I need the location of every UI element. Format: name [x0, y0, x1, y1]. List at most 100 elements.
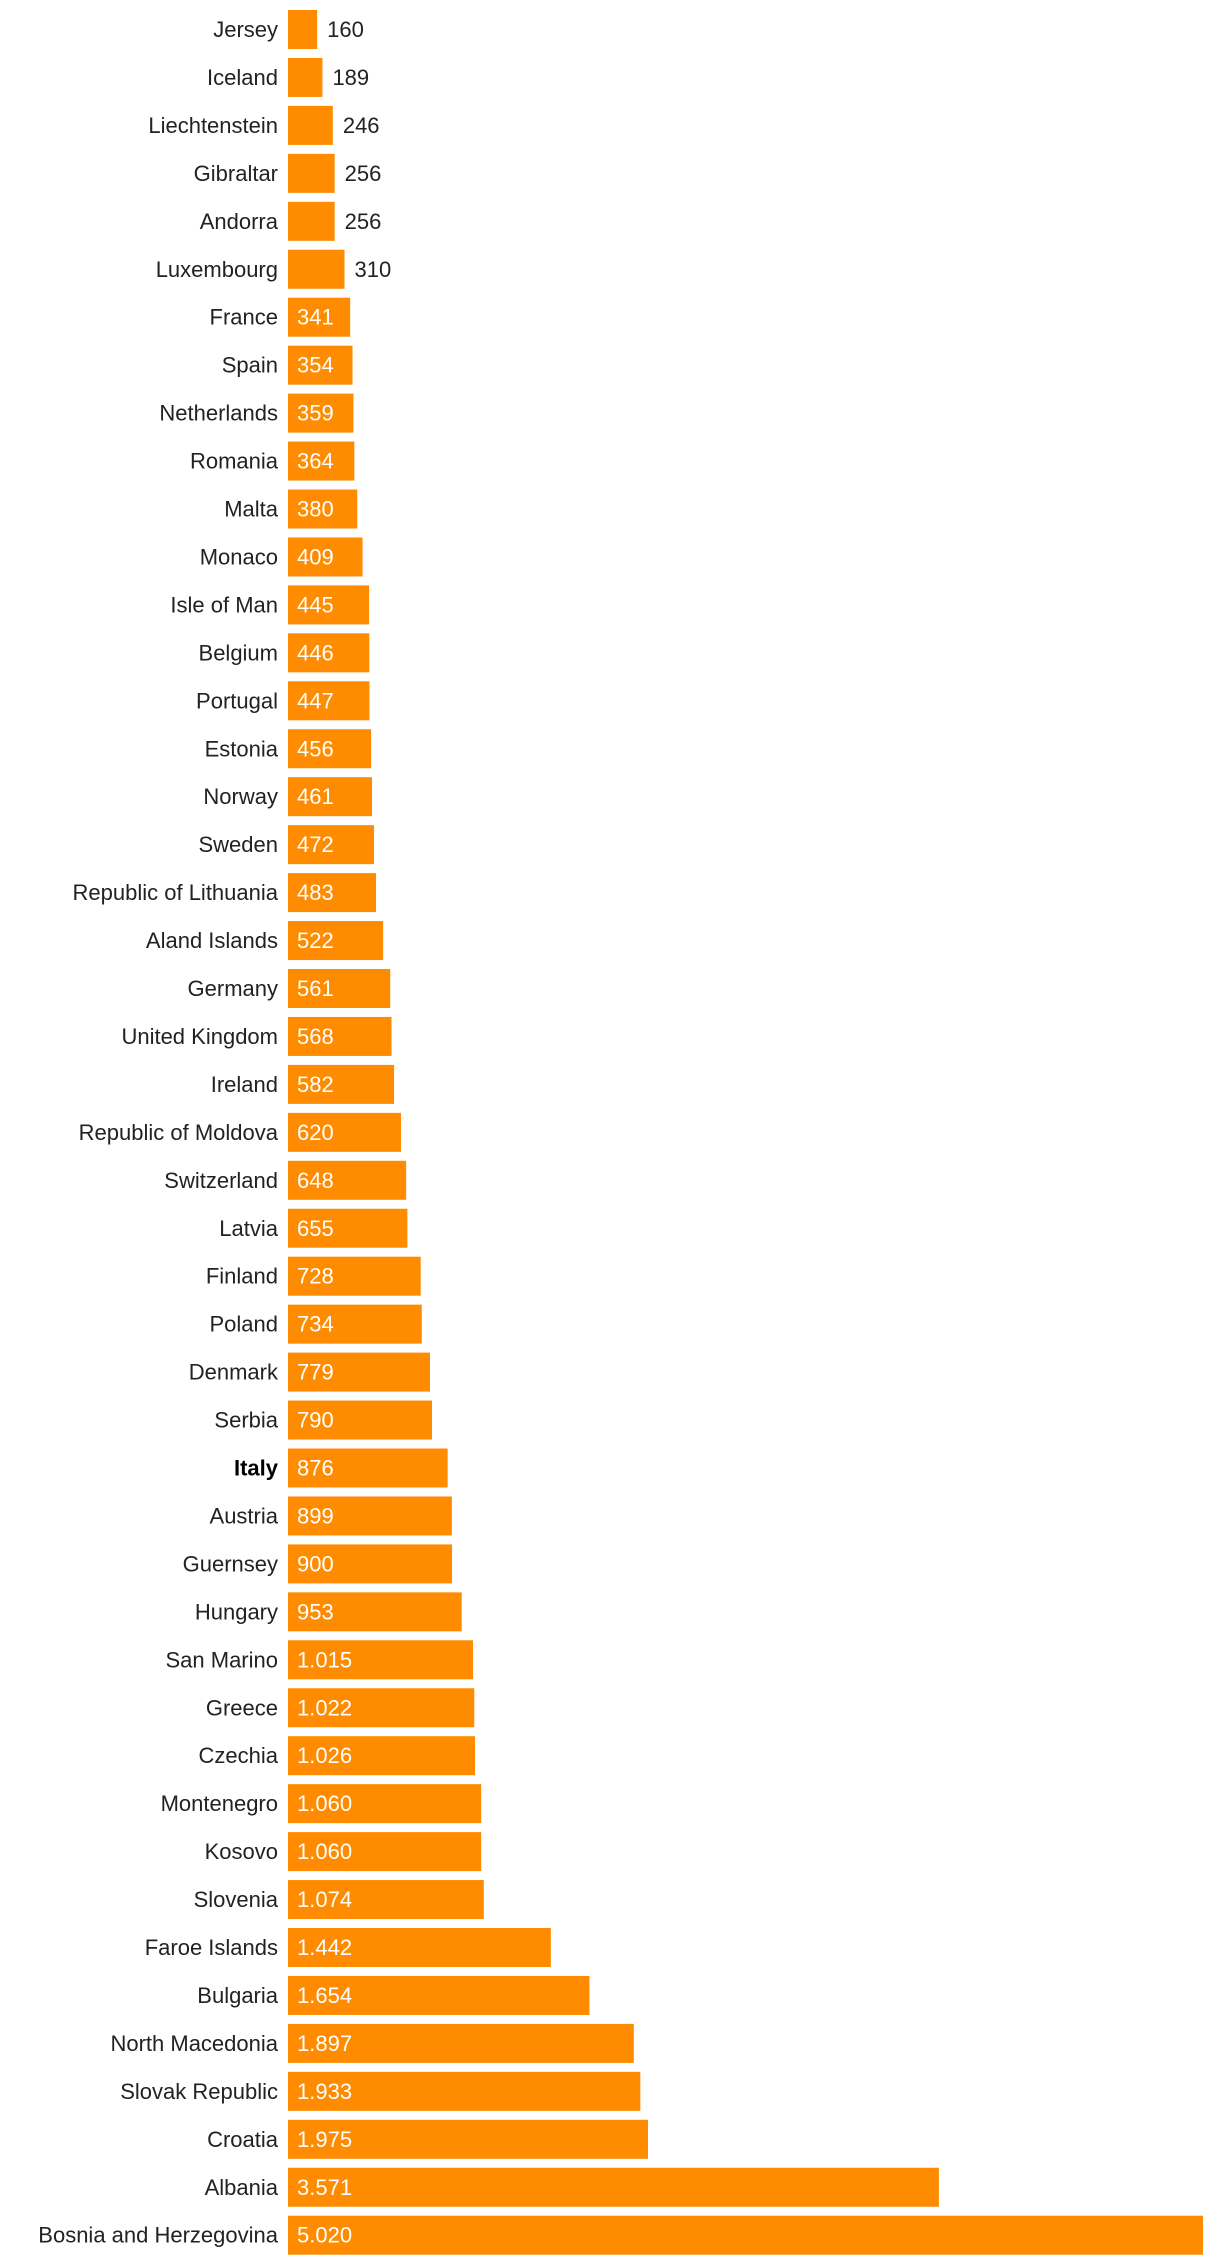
value-label-andorra: 256: [345, 209, 382, 234]
bar-croatia: [288, 2119, 648, 2159]
value-label-gibraltar: 256: [345, 161, 382, 186]
category-label-albania: Albania: [205, 2175, 279, 2200]
value-label-italy: 876: [297, 1456, 334, 1481]
value-label-montenegro: 1.060: [297, 1791, 352, 1816]
category-label-isle-of-man: Isle of Man: [170, 592, 278, 617]
category-label-denmark: Denmark: [189, 1360, 279, 1385]
value-label-germany: 561: [297, 976, 334, 1001]
category-label-spain: Spain: [222, 353, 278, 378]
bar-jersey: [288, 10, 318, 49]
category-label-kosovo: Kosovo: [205, 1839, 278, 1864]
category-label-serbia: Serbia: [214, 1408, 278, 1433]
bar-malta: [288, 489, 358, 529]
category-label-gibraltar: Gibraltar: [194, 161, 278, 186]
bar-andorra: [288, 201, 335, 241]
bar-liechtenstein: [288, 105, 333, 145]
category-label-united-kingdom: United Kingdom: [121, 1024, 278, 1049]
value-label-slovak-republic: 1.933: [297, 2079, 352, 2104]
bar-romania: [288, 441, 355, 481]
category-label-belgium: Belgium: [199, 640, 278, 665]
bar-finland: [288, 1256, 421, 1296]
category-label-republic-of-lithuania: Republic of Lithuania: [73, 880, 279, 905]
category-label-faroe-islands: Faroe Islands: [145, 1935, 278, 1960]
category-label-liechtenstein: Liechtenstein: [148, 113, 278, 138]
category-label-austria: Austria: [210, 1503, 279, 1528]
bar-slovak-republic: [288, 2071, 641, 2111]
bar-faroe-islands: [288, 1928, 551, 1967]
category-label-greece: Greece: [206, 1695, 278, 1720]
bar-united-kingdom: [288, 1016, 392, 1056]
bar-republic-of-lithuania: [288, 873, 377, 913]
category-label-monaco: Monaco: [200, 544, 278, 569]
category-label-portugal: Portugal: [196, 688, 278, 713]
category-label-czechia: Czechia: [199, 1743, 279, 1768]
value-label-spain: 354: [297, 353, 334, 378]
category-label-iceland: Iceland: [207, 65, 278, 90]
value-label-hungary: 953: [297, 1599, 334, 1624]
value-label-iceland: 189: [332, 65, 369, 90]
category-label-finland: Finland: [206, 1264, 278, 1289]
value-label-liechtenstein: 246: [343, 113, 380, 138]
category-label-guernsey: Guernsey: [183, 1551, 278, 1576]
value-label-guernsey: 900: [297, 1551, 334, 1576]
bar-serbia: [288, 1400, 432, 1440]
bar-slovenia: [288, 1880, 484, 1920]
category-label-aland-islands: Aland Islands: [146, 928, 278, 953]
value-label-belgium: 446: [297, 640, 334, 665]
value-label-greece: 1.022: [297, 1695, 352, 1720]
bar-greece: [288, 1688, 475, 1728]
value-label-portugal: 447: [297, 688, 334, 713]
category-label-romania: Romania: [190, 449, 279, 474]
value-label-monaco: 409: [297, 544, 334, 569]
value-label-switzerland: 648: [297, 1168, 334, 1193]
bar-hungary: [288, 1592, 462, 1632]
category-label-netherlands: Netherlands: [159, 401, 278, 426]
value-label-finland: 728: [297, 1264, 334, 1289]
value-label-latvia: 655: [297, 1216, 334, 1241]
category-label-jersey: Jersey: [213, 17, 278, 42]
value-label-malta: 380: [297, 497, 334, 522]
bar-switzerland: [288, 1160, 407, 1200]
value-label-albania: 3.571: [297, 2175, 352, 2200]
value-label-isle-of-man: 445: [297, 592, 334, 617]
bar-monaco: [288, 537, 363, 577]
bar-latvia: [288, 1208, 408, 1248]
bar-sweden: [288, 825, 375, 865]
bar-spain: [288, 345, 353, 385]
bar-bosnia-and-herzegovina: [288, 2215, 1203, 2255]
value-label-czechia: 1.026: [297, 1743, 352, 1768]
category-label-montenegro: Montenegro: [161, 1791, 278, 1816]
value-label-bosnia-and-herzegovina: 5.020: [297, 2223, 352, 2248]
value-label-ireland: 582: [297, 1072, 334, 1097]
category-label-san-marino: San Marino: [165, 1647, 278, 1672]
bar-france: [288, 297, 351, 337]
category-label-estonia: Estonia: [205, 736, 279, 761]
value-label-norway: 461: [297, 784, 334, 809]
bar-portugal: [288, 681, 370, 721]
bar-albania: [288, 2167, 939, 2207]
category-label-north-macedonia: North Macedonia: [110, 2031, 278, 2056]
bar-north-macedonia: [288, 2023, 634, 2063]
category-label-latvia: Latvia: [219, 1216, 278, 1241]
value-label-bulgaria: 1.654: [297, 1983, 352, 2008]
category-label-slovenia: Slovenia: [194, 1887, 279, 1912]
category-label-switzerland: Switzerland: [164, 1168, 278, 1193]
category-label-norway: Norway: [203, 784, 278, 809]
category-label-luxembourg: Luxembourg: [156, 257, 278, 282]
bar-estonia: [288, 729, 372, 769]
bar-kosovo: [288, 1832, 482, 1872]
value-label-faroe-islands: 1.442: [297, 1935, 352, 1960]
bar-iceland: [288, 57, 323, 97]
value-label-slovenia: 1.074: [297, 1887, 352, 1912]
category-label-slovak-republic: Slovak Republic: [120, 2079, 278, 2104]
category-label-france: France: [210, 305, 278, 330]
value-label-netherlands: 359: [297, 401, 334, 426]
category-label-bosnia-and-herzegovina: Bosnia and Herzegovina: [38, 2223, 278, 2248]
value-label-jersey: 160: [327, 17, 364, 42]
bar-ireland: [288, 1064, 395, 1104]
bar-czechia: [288, 1736, 476, 1776]
category-label-hungary: Hungary: [195, 1599, 278, 1624]
bar-bulgaria: [288, 1975, 590, 2015]
value-label-france: 341: [297, 305, 334, 330]
